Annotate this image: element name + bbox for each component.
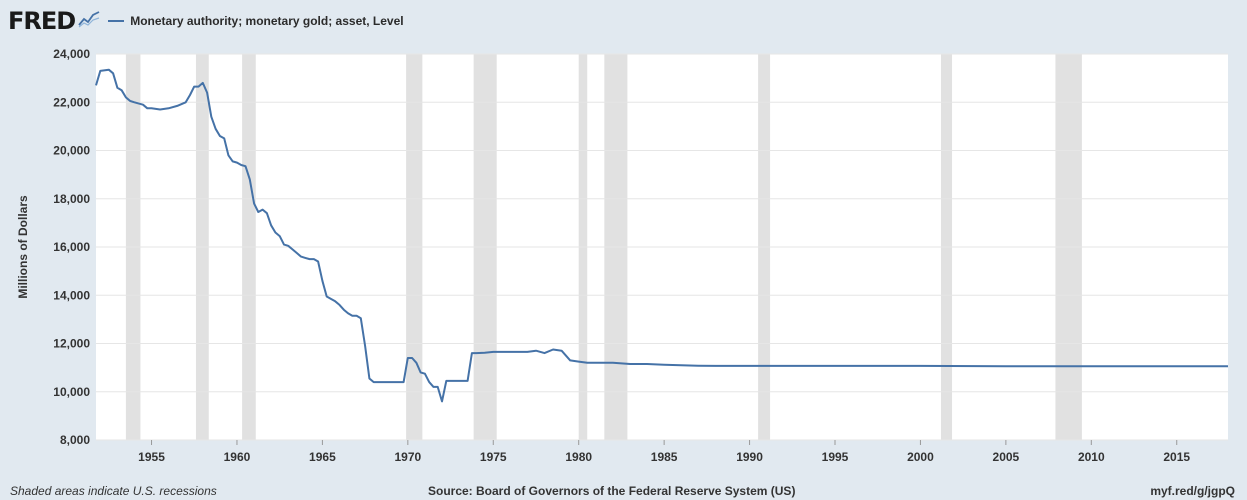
x-axis-ticks: 1955 1960 1965 1970 1975 1980 1985 1990 1995 2000… <box>138 440 1190 464</box>
x-tick-label: 1995 <box>822 450 849 464</box>
x-tick-label: 1970 <box>394 450 421 464</box>
y-tick-label: 12,000 <box>53 337 90 351</box>
x-tick-label: 1975 <box>480 450 507 464</box>
fred-logo[interactable]: FRED <box>8 7 76 35</box>
grid-lines <box>96 53 1228 441</box>
chart-header: FRED Monetary authority; monetary gold; … <box>8 6 404 36</box>
y-tick-label: 14,000 <box>53 288 90 302</box>
y-tick-label: 8,000 <box>60 433 90 447</box>
y-tick-label: 22,000 <box>53 95 90 109</box>
line-chart: 8,000 10,000 12,000 14,000 16,000 18,000 20,00… <box>16 47 1228 464</box>
series-line <box>95 68 1228 403</box>
legend-line-swatch <box>108 20 125 22</box>
x-tick-label: 1965 <box>309 450 336 464</box>
y-tick-label: 10,000 <box>53 385 90 399</box>
x-tick-label: 1985 <box>651 450 678 464</box>
y-tick-label: 24,000 <box>53 47 90 61</box>
y-axis-label: Millions of Dollars <box>16 195 30 299</box>
x-tick-label: 2000 <box>907 450 934 464</box>
legend: Monetary authority; monetary gold; asset… <box>108 14 404 28</box>
x-tick-label: 1980 <box>565 450 592 464</box>
x-tick-label: 1955 <box>138 450 165 464</box>
legend-series-label: Monetary authority; monetary gold; asset… <box>130 14 404 28</box>
x-tick-label: 1960 <box>224 450 251 464</box>
line-graph-icon <box>78 9 101 33</box>
recession-note: Shaded areas indicate U.S. recessions <box>10 484 217 498</box>
y-tick-label: 18,000 <box>53 192 90 206</box>
y-tick-label: 20,000 <box>53 144 90 158</box>
source-credit: Source: Board of Governors of the Federa… <box>428 484 796 498</box>
short-url-link[interactable]: myf.red/g/jgpQ <box>1150 484 1235 498</box>
x-tick-label: 2005 <box>993 450 1020 464</box>
x-tick-label: 1990 <box>736 450 763 464</box>
y-axis-ticks: 8,000 10,000 12,000 14,000 16,000 18,000 20,00… <box>53 47 90 447</box>
x-tick-label: 2010 <box>1078 450 1105 464</box>
y-tick-label: 16,000 <box>53 240 90 254</box>
x-tick-label: 2015 <box>1163 450 1190 464</box>
